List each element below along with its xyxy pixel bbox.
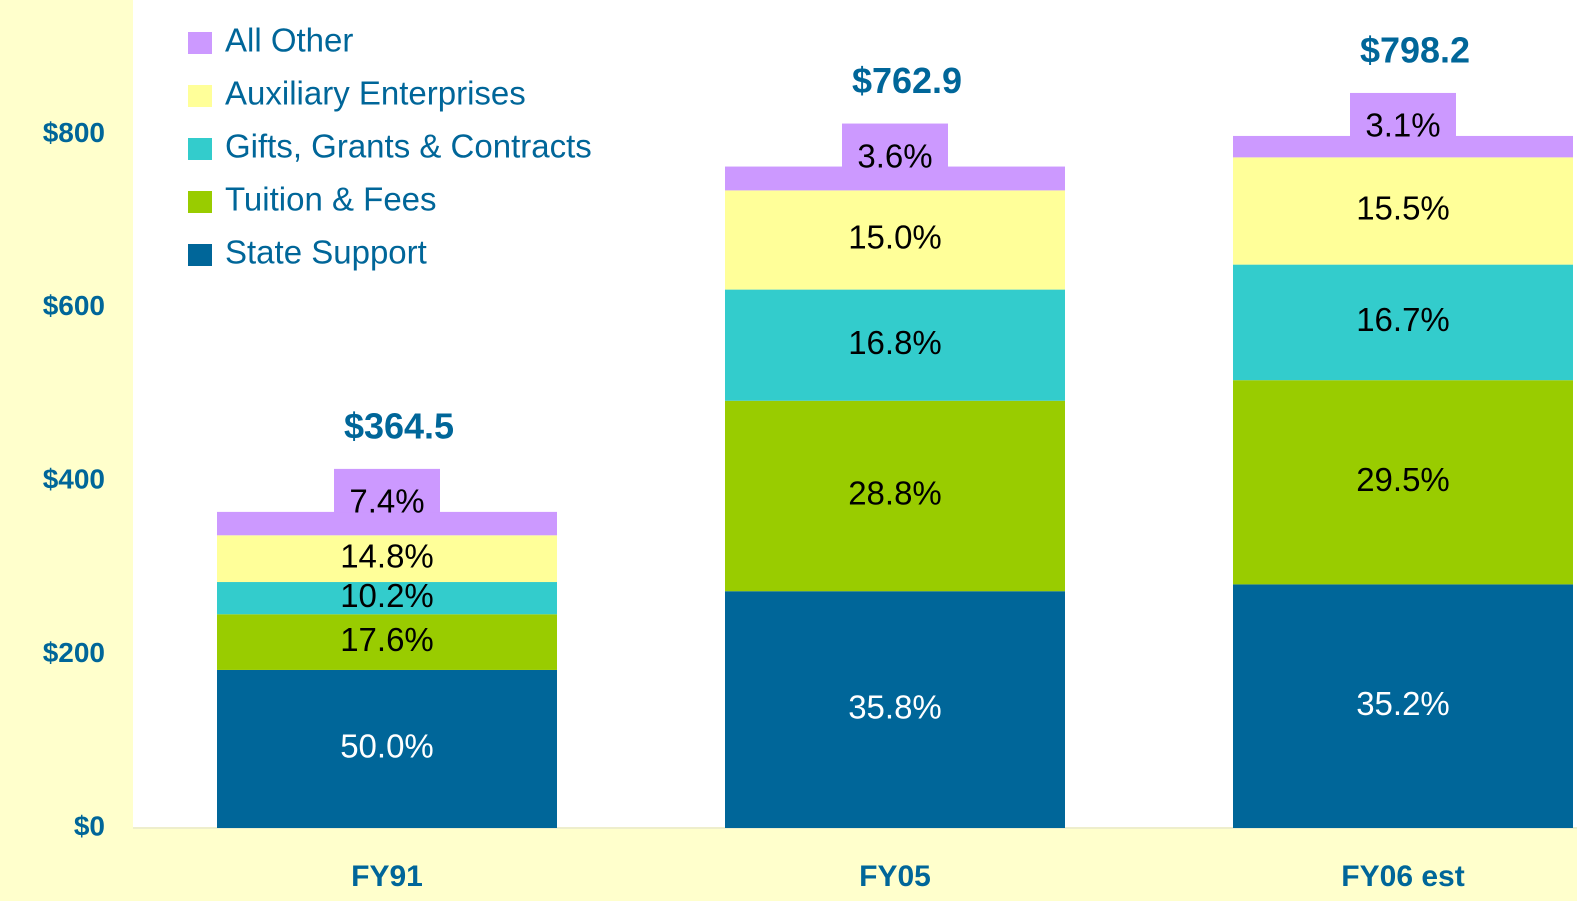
legend-label: Tuition & Fees bbox=[225, 181, 437, 218]
legend-label: State Support bbox=[225, 234, 427, 271]
label-box bbox=[842, 123, 948, 168]
segment-label: 16.7% bbox=[1356, 301, 1450, 338]
segment-label: 16.8% bbox=[848, 324, 942, 361]
total-label: $798.2 bbox=[1360, 29, 1470, 70]
legend-swatch bbox=[188, 32, 212, 54]
x-tick-label: FY06 est bbox=[1341, 860, 1464, 893]
legend-swatch bbox=[188, 244, 212, 266]
legend-swatch bbox=[188, 191, 212, 213]
segment-label: 28.8% bbox=[848, 475, 942, 512]
bar-segment bbox=[217, 614, 557, 670]
x-tick-label: FY05 bbox=[859, 860, 931, 893]
bar-segment bbox=[725, 591, 1065, 828]
segment-label: 10.2% bbox=[340, 577, 434, 614]
y-tick-label: $400 bbox=[43, 464, 105, 495]
segment-label: 14.8% bbox=[340, 537, 434, 574]
bar-segment bbox=[217, 535, 557, 583]
bar-segment bbox=[217, 511, 557, 536]
bar-segment bbox=[217, 582, 557, 615]
bar-segment bbox=[217, 669, 557, 828]
y-tick-label: $0 bbox=[74, 810, 105, 841]
bar-segment bbox=[1233, 135, 1573, 158]
segment-label: 35.2% bbox=[1356, 685, 1450, 722]
x-tick-label: FY91 bbox=[351, 860, 423, 893]
segment-label: 17.6% bbox=[340, 621, 434, 658]
segment-label: 15.5% bbox=[1356, 190, 1450, 227]
segment-label: 29.5% bbox=[1356, 461, 1450, 498]
bar-segment bbox=[725, 400, 1065, 592]
label-box bbox=[334, 468, 440, 513]
bar-segment bbox=[1233, 380, 1573, 585]
bar-segment bbox=[1233, 264, 1573, 381]
segment-label: 3.6% bbox=[857, 137, 932, 174]
total-label: $364.5 bbox=[344, 405, 454, 446]
segment-label: 35.8% bbox=[848, 688, 942, 725]
y-tick-label: $200 bbox=[43, 637, 105, 668]
segment-label: 15.0% bbox=[848, 219, 942, 256]
legend-label: All Other bbox=[225, 22, 353, 59]
total-label: $762.9 bbox=[852, 60, 962, 101]
y-tick-label: $600 bbox=[43, 290, 105, 321]
legend-swatch bbox=[188, 85, 212, 107]
bar-segment bbox=[725, 166, 1065, 191]
legend-swatch bbox=[188, 138, 212, 160]
segment-label: 7.4% bbox=[349, 483, 424, 520]
label-box bbox=[1350, 92, 1456, 137]
legend-label: Auxiliary Enterprises bbox=[225, 75, 526, 112]
bar-segment bbox=[1233, 584, 1573, 828]
segment-label: 3.1% bbox=[1365, 107, 1440, 144]
legend-label: Gifts, Grants & Contracts bbox=[225, 128, 592, 165]
segment-label: 50.0% bbox=[340, 728, 434, 765]
y-tick-label: $800 bbox=[43, 117, 105, 148]
bar-segment bbox=[1233, 157, 1573, 265]
bar-segment bbox=[725, 190, 1065, 290]
bar-segment bbox=[725, 289, 1065, 401]
